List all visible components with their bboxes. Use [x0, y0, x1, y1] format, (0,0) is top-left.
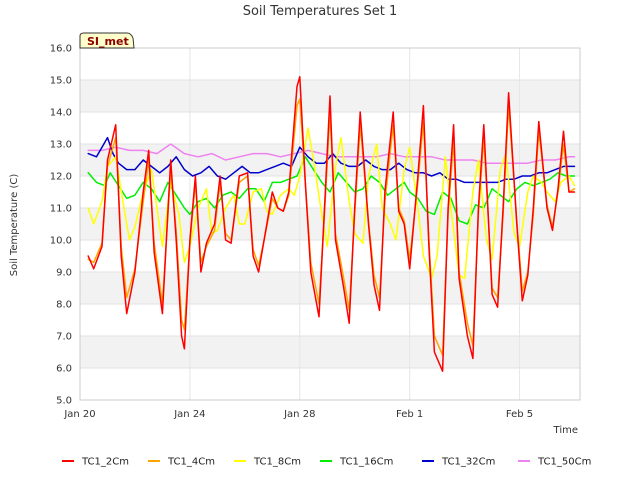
legend-label: TC1_32Cm: [441, 457, 495, 468]
background-band: [80, 272, 580, 304]
legend: TC1_2Cm TC1_4Cm TC1_8Cm TC1_16Cm TC1_32Cm TC1…: [62, 457, 591, 468]
legend-item-tc1-16cm: TC1_16Cm: [320, 457, 393, 468]
x-axis-label: Time: [553, 425, 578, 436]
x-tick-label: Jan 28: [283, 409, 315, 420]
y-tick-label: 16.0: [50, 44, 72, 55]
x-axis-ticks: Jan 20 Jan 24 Jan 28 Feb 1 Feb 5: [63, 409, 533, 420]
chart-title: Soil Temperatures Set 1: [243, 4, 398, 19]
series-line-tc1-2cm: [87, 76, 576, 372]
plot-frame: [79, 47, 581, 401]
y-tick-label: 11.0: [50, 204, 72, 215]
legend-label: TC1_16Cm: [339, 457, 393, 468]
legend-label: TC1_2Cm: [81, 457, 129, 468]
x-tick-label: Jan 24: [173, 409, 205, 420]
site-badge-box: [79, 32, 135, 49]
legend-item-tc1-4cm: TC1_4Cm: [148, 457, 215, 468]
x-tick-label: Jan 20: [63, 409, 95, 420]
y-tick-label: 14.0: [50, 108, 72, 119]
legend-label: TC1_8Cm: [253, 457, 301, 468]
y-tick-label: 9.0: [56, 268, 72, 279]
legend-item-tc1-50cm: TC1_50Cm: [518, 457, 591, 468]
series-line-tc1-32cm: [87, 136, 576, 184]
legend-label: TC1_4Cm: [167, 457, 215, 468]
site-badge-label: SI_met: [87, 35, 129, 48]
x-tick-label: Feb 1: [396, 409, 423, 420]
y-tick-label: 12.0: [50, 172, 72, 183]
background-band: [80, 336, 580, 368]
site-badge: SI_met: [79, 32, 135, 49]
series-lines: [87, 76, 576, 372]
plot-area: [79, 47, 581, 401]
y-tick-label: 6.0: [56, 364, 72, 375]
y-axis-ticks: 5.0 6.0 7.0 8.0 9.0 10.0 11.0 12.0 13.0 14.0 15.0 1…: [50, 44, 72, 407]
y-tick-label: 15.0: [50, 76, 72, 87]
y-tick-label: 8.0: [56, 300, 72, 311]
legend-label: TC1_50Cm: [537, 457, 591, 468]
legend-item-tc1-32cm: TC1_32Cm: [422, 457, 495, 468]
x-tick-label: Feb 5: [506, 409, 533, 420]
y-axis-label: Soil Temperature (C): [9, 174, 20, 277]
y-tick-label: 5.0: [56, 396, 72, 407]
y-tick-label: 10.0: [50, 236, 72, 247]
y-tick-label: 13.0: [50, 140, 72, 151]
series-line-tc1-16cm: [87, 156, 576, 225]
legend-item-tc1-2cm: TC1_2Cm: [62, 457, 129, 468]
legend-item-tc1-8cm: TC1_8Cm: [234, 457, 301, 468]
y-tick-label: 7.0: [56, 332, 72, 343]
